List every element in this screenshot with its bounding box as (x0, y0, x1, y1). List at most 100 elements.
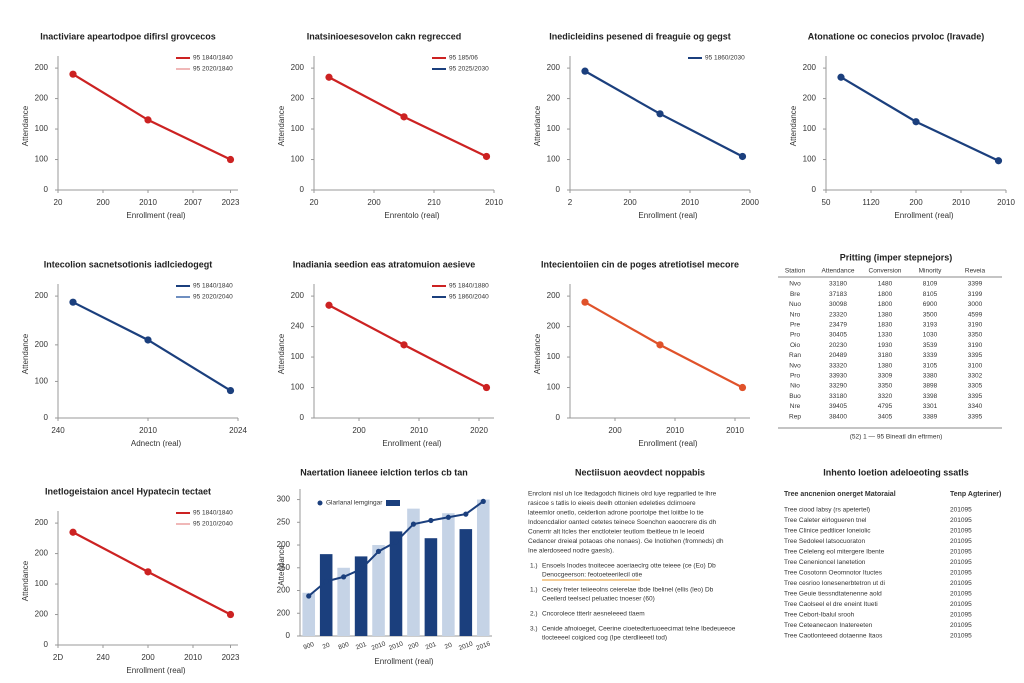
paragraph-line: rasicoe s tatlis lo eieeis deelh ottonie… (528, 500, 696, 507)
list-line: Ceceiy freter teiieeolns ceierelae tbde … (542, 587, 714, 594)
y-tick-label: 100 (35, 155, 49, 164)
y-tick-label: 100 (547, 383, 561, 392)
legend-label: 95 1840/1840 (193, 283, 233, 290)
y-tick-label: 200 (291, 291, 305, 300)
table-cell: Tree Sedoleel latsocuoraton (784, 538, 865, 545)
x-tick-label: 2010 (139, 198, 157, 207)
table-cell: 3350 (878, 383, 893, 390)
table-cell: 201095 (950, 580, 972, 587)
point (69, 298, 77, 306)
x-tick-label: 2023 (222, 198, 240, 207)
table-header: Reveia (965, 268, 986, 275)
table-cell: Rep (789, 413, 801, 420)
y-tick-label: 200 (803, 63, 817, 72)
point (482, 152, 491, 161)
list-line: Cncorolece ttterlr aesneleeed tlaem (542, 611, 645, 618)
table-cell: 201095 (950, 601, 972, 608)
bar (319, 554, 333, 636)
line (72, 73, 231, 161)
table-cell: 33290 (829, 383, 847, 390)
x-tick-label: 2010 (371, 640, 387, 652)
table-cell: 30405 (829, 332, 847, 339)
table-cell: 3398 (923, 393, 938, 400)
paragraph-line: Indcencdalior oantecl cetetes teinece So… (528, 519, 717, 526)
point (325, 73, 333, 81)
table-cell: 3302 (968, 373, 983, 380)
table-header: Station (785, 268, 806, 275)
y-tick-label: 0 (44, 640, 49, 649)
x-tick-label: 2D (53, 653, 63, 662)
y-tick-label: 200 (35, 340, 49, 349)
x-tick-label: 2010 (726, 426, 744, 435)
x-axis-label: Enrollment (real) (126, 666, 185, 675)
table-cell: 20489 (829, 352, 847, 359)
y-tick-label: 0 (286, 631, 291, 640)
table-cell: 201095 (950, 549, 972, 556)
x-tick-label: 2 (568, 198, 573, 207)
table-cell: 1830 (878, 322, 893, 329)
y-axis-label: Attendance (21, 105, 30, 146)
x-tick-label: 800 (337, 641, 350, 651)
table-header: Attendance (822, 268, 855, 275)
table-cell: 1930 (878, 342, 893, 349)
table-cell: 3199 (968, 291, 983, 298)
y-tick-label: 250 (277, 517, 291, 526)
y-tick-label: 200 (35, 63, 49, 72)
list-line: Ceeilerd teelsecl peluatiec tnoeser (60) (542, 596, 655, 603)
document-title: Nectiisuon aeovdect noppabis (575, 467, 705, 477)
table-cell: 3100 (968, 362, 983, 369)
table-cell: Tree Cenenioncel Ianetetion (784, 559, 866, 566)
table-cell: 201095 (950, 538, 972, 545)
table-cell: Tree Cosotonn Oeomnotor Ituctes (784, 570, 883, 577)
x-tick-label: 1120 (862, 198, 880, 207)
table-cell: 1380 (878, 362, 893, 369)
point (656, 341, 664, 349)
point (400, 113, 408, 121)
table-cell: 33320 (829, 362, 847, 369)
x-tick-label: 2020 (470, 426, 488, 435)
y-tick-label: 200 (35, 549, 49, 558)
table-cell: 3350 (968, 332, 983, 339)
table-cell: 3395 (968, 413, 983, 420)
x-axis-label: Enrollment (real) (126, 211, 185, 220)
chart-title: Inedicleidins pesened di freaguie og geg… (549, 31, 731, 41)
table-cell: 3395 (968, 352, 983, 359)
table-cell: Tree Ceteanecaon Inatereeten (784, 622, 873, 629)
table-cell: 1030 (923, 332, 938, 339)
table-cell: Tree Caleter eirlogueren tnel (784, 517, 867, 524)
paragraph-line: Ine alerdoseed nodre gaesls). (528, 548, 614, 555)
x-tick-label: 200 (909, 198, 923, 207)
table-cell: 201095 (950, 622, 972, 629)
table-cell: Pro (790, 373, 801, 380)
x-axis-label: Adnectn (real) (131, 439, 182, 448)
table-header: Minority (919, 268, 943, 275)
table-cell: Tree Celeleng eol mitergere Ibente (784, 549, 885, 556)
chart-title: Inactiviare apeartodpoe difirsl grovceco… (40, 31, 216, 41)
table-cell: 1330 (878, 332, 893, 339)
x-tick-label: 2010 (139, 426, 157, 435)
table-cell: Bre (790, 291, 801, 298)
table-cell: 3190 (968, 322, 983, 329)
table-header: Conversion (869, 268, 902, 275)
table-cell: 33180 (829, 281, 847, 288)
table-cell: Tree Geuie tiessndtatenenne aold (784, 591, 882, 598)
chart-title: Intecolion sacnetsotionis iadlciedogegt (44, 259, 213, 269)
bar (302, 592, 316, 636)
bar (389, 531, 403, 636)
y-tick-label: 100 (547, 155, 561, 164)
point (581, 67, 589, 75)
table-cell: 3105 (923, 362, 938, 369)
list-line: Cenide afnoioeget, Ceerine cioetedtertuo… (542, 626, 736, 633)
y-tick-label: 100 (35, 377, 49, 386)
table-cell: 201095 (950, 591, 972, 598)
bar (372, 545, 385, 636)
x-axis-label: Enrollment (real) (894, 211, 953, 220)
table-cell: 38400 (829, 413, 847, 420)
y-tick-label: 200 (803, 94, 817, 103)
chart-title: Naertation lianeee ielction terlos cb ta… (300, 467, 468, 477)
table-cell: 3898 (923, 383, 938, 390)
table-cell: 4795 (878, 403, 893, 410)
bar (354, 556, 368, 636)
point (463, 511, 469, 517)
x-tick-label: 50 (822, 198, 831, 207)
